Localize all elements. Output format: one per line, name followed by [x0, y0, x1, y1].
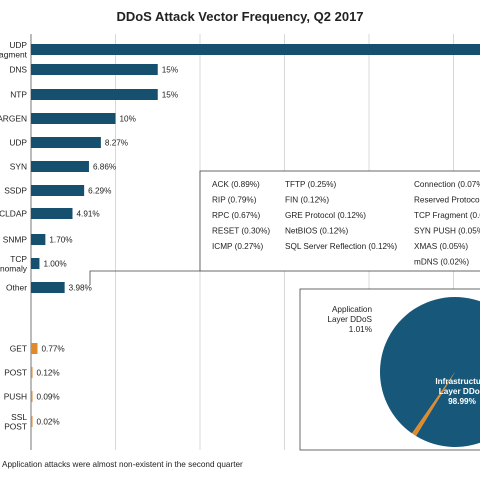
infra-bar	[31, 208, 73, 219]
infra-tick-label: TCPAnomaly	[0, 254, 28, 274]
app-bar	[31, 343, 38, 354]
app-tick-label: POST	[4, 368, 27, 378]
other-item: ACK (0.89%)	[212, 180, 260, 189]
infra-tick-label: SNMP	[3, 235, 28, 245]
other-item: NetBIOS (0.12%)	[285, 227, 349, 236]
pie-slice-infrastructure	[380, 297, 480, 447]
other-item: TCP Fragment (0.05%)	[414, 211, 480, 220]
infra-data-label: 6.86%	[93, 163, 116, 172]
other-breakdown-box: ACK (0.89%) RIP (0.79%) RPC (0.67%) RESET (…	[89, 170, 480, 285]
other-item: Connection (0.07%)	[414, 180, 480, 189]
infra-tick-label: SYN	[10, 162, 27, 172]
other-item: XMAS (0.05%)	[414, 242, 468, 251]
other-item: TFTP (0.25%)	[285, 180, 337, 189]
other-item: SYN PUSH (0.05%)	[414, 227, 480, 236]
infra-data-label: 1.00%	[43, 260, 66, 269]
other-item: RESET (0.30%)	[212, 227, 270, 236]
other-item: GRE Protocol (0.12%)	[285, 211, 366, 220]
pie-label-application: Application Layer DDoS 1.01%	[327, 305, 372, 334]
pie-slice-application	[411, 372, 455, 437]
other-item: Reserved Protocol	[414, 196, 480, 205]
infra-bar	[31, 137, 101, 148]
infra-data-label: 8.27%	[105, 139, 128, 148]
other-breakdown-frame	[199, 170, 480, 272]
app-data-label: 0.12%	[37, 369, 60, 378]
infra-data-label: 4.91%	[76, 210, 99, 219]
infra-tick-label: CHARGEN	[0, 114, 27, 124]
app-tick-label: GET	[10, 344, 27, 354]
app-tick-label: SSL POST	[4, 412, 27, 432]
other-item: mDNS (0.02%)	[414, 258, 469, 267]
infra-data-label: 15%	[162, 91, 178, 100]
app-bar	[31, 367, 33, 378]
infra-bar	[31, 258, 40, 269]
infra-tick-label: SSDP	[4, 186, 27, 196]
infra-tick-label: UDP	[9, 138, 27, 148]
other-item: ICMP (0.27%)	[212, 242, 264, 251]
app-data-label: 0.02%	[37, 418, 60, 427]
infra-bar	[31, 282, 65, 293]
infra-tick-label: NTP	[10, 90, 27, 100]
app-bar	[31, 416, 33, 427]
app-tick-label: PUSH	[4, 392, 27, 402]
infra-bar	[31, 185, 85, 196]
footnote: Application attacks were almost non-exis…	[2, 460, 243, 469]
infra-tick-label: UDPFragment	[0, 40, 28, 60]
infra-bar	[31, 234, 46, 245]
infra-data-label: 3.98%	[69, 284, 92, 293]
other-item: RPC (0.67%)	[212, 211, 261, 220]
infra-bar	[31, 161, 89, 172]
chart-title: DDoS Attack Vector Frequency, Q2 2017	[116, 9, 363, 24]
infra-data-label: 1.70%	[49, 236, 72, 245]
other-item: FIN (0.12%)	[285, 196, 329, 205]
infra-bar	[31, 64, 158, 75]
infra-data-label: 10%	[120, 115, 136, 124]
other-item: SQL Server Reflection (0.12%)	[285, 242, 397, 251]
other-item: RIP (0.79%)	[212, 196, 257, 205]
infra-bar	[31, 113, 116, 124]
bar-chart: UDPFragment DNS 15% NTP 15% CHARGEN 10% UDP 8.27…	[0, 40, 480, 432]
infra-tick-label: DNS	[9, 65, 27, 75]
infra-data-label: 6.29%	[88, 187, 111, 196]
pie-label-infrastructure: InfrastructureLayer DDoS98.99%	[435, 377, 480, 406]
app-bar	[31, 391, 33, 402]
infra-bar	[31, 89, 158, 100]
other-connector	[89, 270, 200, 285]
app-data-label: 0.09%	[37, 393, 60, 402]
infra-tick-label: Other	[6, 283, 27, 293]
infra-bar	[31, 44, 480, 55]
infra-tick-label: CLDAP	[0, 209, 27, 219]
app-data-label: 0.77%	[42, 345, 65, 354]
infra-data-label: 15%	[162, 66, 178, 75]
